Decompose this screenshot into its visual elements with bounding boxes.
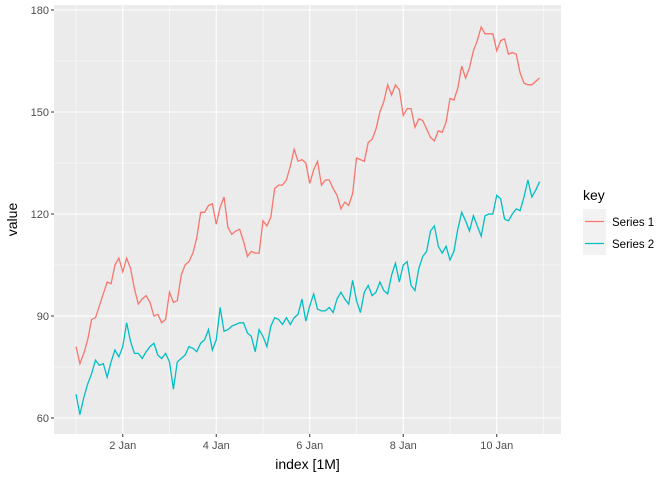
grid xyxy=(54,5,561,434)
plot-panel xyxy=(54,5,561,434)
x-tick-label: 2 Jan xyxy=(109,440,136,452)
legend-key-bg xyxy=(583,209,606,255)
y-axis-title: value xyxy=(4,203,20,237)
legend-label-series-2: Series 2 xyxy=(612,239,654,251)
x-tick-label: 8 Jan xyxy=(390,440,417,452)
y-axis: 60 90 120 150 180 xyxy=(31,5,54,425)
series-line-2 xyxy=(75,179,541,415)
x-tick-label: 4 Jan xyxy=(203,440,230,452)
legend: key Series 1 Series 2 xyxy=(583,187,654,255)
y-tick-label: 150 xyxy=(31,107,49,119)
x-axis-title: index [1M] xyxy=(275,456,340,472)
series-lines xyxy=(75,25,541,415)
x-tick-label: 10 Jan xyxy=(480,440,513,452)
y-tick-label: 60 xyxy=(37,413,49,425)
series-line-1 xyxy=(75,25,541,366)
x-axis: 2 Jan 4 Jan 6 Jan 8 Jan 10 Jan xyxy=(109,434,513,452)
y-tick-label: 180 xyxy=(31,5,49,17)
y-tick-label: 120 xyxy=(31,209,49,221)
y-tick-label: 90 xyxy=(37,311,49,323)
x-tick-label: 6 Jan xyxy=(296,440,323,452)
legend-title: key xyxy=(583,187,605,203)
legend-label-series-1: Series 1 xyxy=(612,217,654,229)
